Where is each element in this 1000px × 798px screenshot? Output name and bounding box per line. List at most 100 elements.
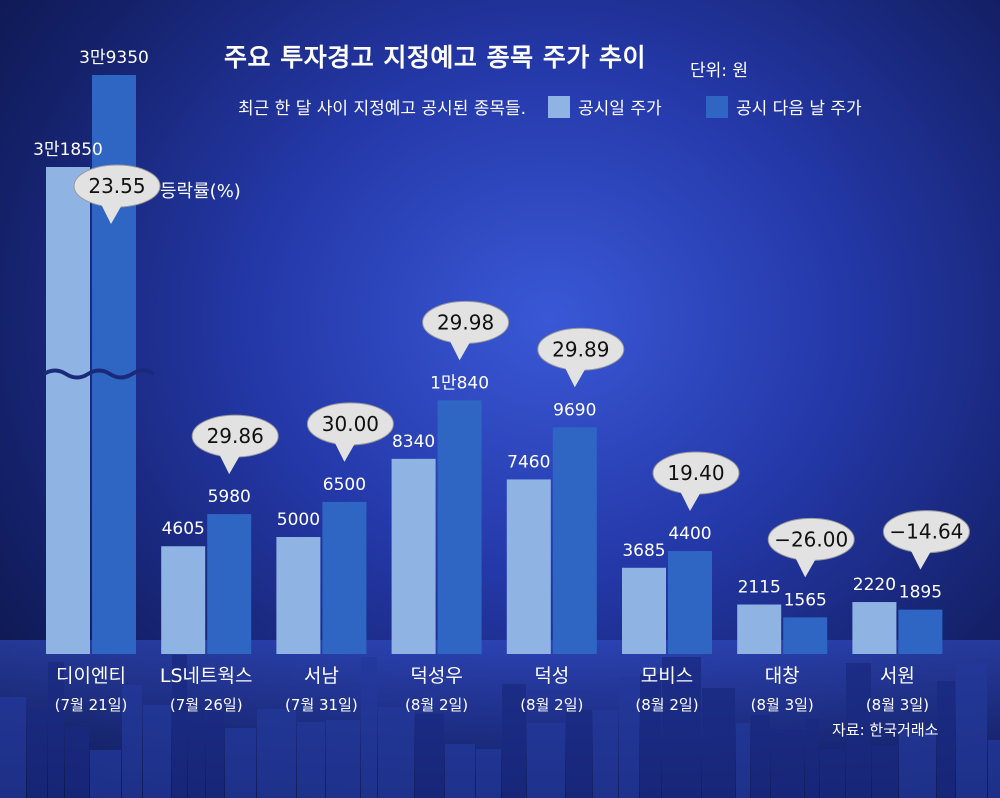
bar-next-day — [437, 400, 482, 654]
skyline-building — [297, 722, 325, 798]
bar-next-day — [92, 75, 136, 654]
date-label: (7월 21일) — [55, 696, 128, 714]
skyline-building — [257, 709, 296, 798]
skyline-building — [27, 710, 47, 798]
skyline-building — [206, 712, 224, 798]
skyline-building — [0, 697, 26, 798]
category-label: 대창 — [765, 665, 800, 687]
source-note: 자료: 한국거래소 — [832, 721, 939, 739]
date-label: (8월 3일) — [751, 696, 814, 714]
skyline-building — [502, 684, 526, 798]
skyline-building — [988, 740, 1000, 798]
change-rate-value: −26.00 — [774, 527, 848, 551]
chart-title: 주요 투자경고 지정예고 종목 주가 추이 — [224, 43, 647, 72]
skyline-building — [361, 657, 377, 798]
skyline-building — [90, 750, 121, 798]
legend-swatch-light — [548, 95, 570, 118]
category-label: LS네트웍스 — [160, 665, 253, 687]
value-label-next-day: 4400 — [668, 524, 711, 544]
category-label: 디이엔티 — [56, 665, 126, 687]
value-label-next-day: 9690 — [553, 400, 596, 420]
change-rate-value: 23.55 — [88, 174, 145, 198]
bubble-tail — [219, 453, 242, 475]
bubble-tail — [680, 490, 702, 512]
date-label: (8월 2일) — [520, 696, 583, 714]
value-label-next-day: 1만840 — [430, 373, 489, 393]
bubble-tail — [449, 339, 472, 361]
skyline-building — [872, 745, 898, 798]
category-label: 덕성 — [534, 665, 569, 687]
skyline-building — [122, 685, 142, 798]
legend-label: 공시일 주가 — [578, 99, 662, 119]
bar-next-day — [552, 427, 597, 654]
skyline-building — [736, 723, 750, 798]
unit-label: 단위: 원 — [690, 61, 749, 81]
category-label: 서남 — [304, 665, 339, 687]
skyline-building — [593, 710, 618, 798]
date-label: (8월 3일) — [866, 696, 929, 714]
category-label: 덕성우 — [410, 665, 462, 687]
skyline-building — [476, 749, 501, 798]
skyline-building — [225, 728, 256, 798]
category-label: 서원 — [880, 665, 915, 687]
category-label: 모비스 — [641, 665, 693, 687]
bar-announcement-day — [161, 546, 206, 654]
axis-break-mark — [42, 368, 156, 380]
skyline-building — [445, 744, 475, 798]
skyline-building — [956, 663, 987, 798]
skyline-building — [188, 710, 205, 798]
bar-announcement-day — [46, 167, 90, 654]
legend-item-next-day: 공시 다음 날 주가 — [706, 94, 862, 119]
skyline-building — [846, 663, 871, 798]
skyline-building — [65, 727, 89, 798]
value-label-next-day: 5980 — [208, 487, 251, 507]
bar-announcement-day — [276, 537, 321, 654]
value-label-next-day: 3만9350 — [79, 48, 149, 68]
skyline-building — [771, 729, 804, 798]
bar-next-day — [668, 551, 712, 654]
bar-announcement-day — [852, 602, 897, 654]
change-rate-value: 30.00 — [322, 412, 379, 436]
bubble-tail — [334, 440, 357, 462]
change-rate-value: 29.98 — [437, 310, 494, 334]
value-label-announcement-day: 3685 — [622, 541, 665, 561]
skyline-building — [662, 657, 701, 798]
bar-next-day — [783, 617, 828, 654]
value-label-announcement-day: 7460 — [507, 452, 550, 472]
bar-next-day — [207, 514, 252, 654]
date-label: (7월 26일) — [170, 696, 243, 714]
value-label-next-day: 6500 — [323, 475, 366, 495]
value-label-announcement-day: 5000 — [277, 510, 320, 530]
skyline-building — [566, 710, 592, 798]
date-label: (7월 31일) — [285, 696, 358, 714]
bubble-tail — [564, 366, 587, 388]
skyline-building — [143, 705, 171, 798]
city-skyline-background — [0, 640, 1000, 798]
skyline-building — [751, 715, 770, 798]
bar-announcement-day — [737, 604, 782, 654]
bar-announcement-day — [622, 567, 666, 654]
change-rate-label: 등락률(%) — [160, 181, 241, 202]
value-label-announcement-day: 8340 — [392, 432, 435, 452]
skyline-building — [415, 714, 444, 798]
value-label-announcement-day: 2115 — [738, 578, 781, 598]
bubble-tail — [795, 556, 818, 578]
legend-swatch-dark — [706, 95, 728, 118]
change-rate-value: −14.64 — [889, 520, 963, 544]
skyline-building — [702, 688, 735, 798]
value-label-next-day: 1565 — [784, 590, 827, 610]
bar-announcement-day — [506, 479, 551, 654]
bar-announcement-day — [391, 458, 436, 654]
bubble-tail — [910, 548, 933, 570]
change-rate-value: 19.40 — [667, 461, 724, 485]
value-label-announcement-day: 4605 — [162, 519, 205, 539]
skyline-building — [326, 720, 360, 798]
skyline-building — [820, 749, 845, 798]
skyline-building — [619, 677, 639, 798]
change-rate-value: 29.86 — [207, 424, 264, 448]
skyline-building — [640, 674, 661, 798]
date-label: (8월 2일) — [635, 696, 698, 714]
skyline-building — [527, 723, 565, 798]
value-label-announcement-day: 2220 — [853, 575, 896, 595]
